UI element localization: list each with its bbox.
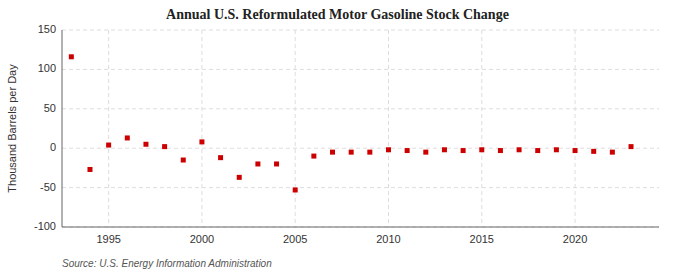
x-grid-line xyxy=(575,30,576,227)
y-tick-label: -50 xyxy=(40,181,56,193)
point xyxy=(405,148,410,153)
point xyxy=(162,144,167,149)
point xyxy=(143,142,148,147)
x-tick-label: 2010 xyxy=(376,233,400,245)
point xyxy=(218,155,223,160)
point xyxy=(293,187,298,192)
y-tick-label: 0 xyxy=(50,141,56,153)
point xyxy=(554,147,559,152)
point xyxy=(461,148,466,153)
y-grid-line xyxy=(62,187,659,188)
point xyxy=(274,161,279,166)
point xyxy=(255,161,260,166)
chart-container: -100 -50 0 50 100 150 1995 2000 2005 2010 2015 2020… xyxy=(0,0,675,275)
y-tick-label: 150 xyxy=(38,23,56,35)
grid xyxy=(62,30,659,227)
point xyxy=(106,143,111,148)
y-grid-line xyxy=(62,69,659,70)
x-tick-label: 1995 xyxy=(96,233,120,245)
y-tick-label: -100 xyxy=(34,220,56,232)
point xyxy=(125,135,130,140)
x-grid-line xyxy=(481,30,482,227)
point xyxy=(498,148,503,153)
title: Annual U.S. Reformulated Motor Gasoline … xyxy=(166,7,509,22)
x-tick-label: 2015 xyxy=(470,233,494,245)
point xyxy=(610,150,615,155)
point xyxy=(442,147,447,152)
point xyxy=(423,150,428,155)
y-axis-line xyxy=(62,30,63,227)
x-tick-label: 2020 xyxy=(563,233,587,245)
source-annotation: Source: U.S. Energy Information Administ… xyxy=(62,258,272,269)
x-grid-line xyxy=(201,30,202,227)
points xyxy=(69,54,634,192)
point xyxy=(311,154,316,159)
x-grid-line xyxy=(295,30,296,227)
point xyxy=(87,167,92,172)
y-tick-label: 50 xyxy=(44,102,56,114)
point xyxy=(517,147,522,152)
chart-svg: -100 -50 0 50 100 150 1995 2000 2005 2010 2015 2020… xyxy=(0,0,675,275)
point xyxy=(349,150,354,155)
point xyxy=(69,54,74,59)
point xyxy=(237,175,242,180)
point xyxy=(629,144,634,149)
point xyxy=(535,148,540,153)
point xyxy=(367,150,372,155)
point xyxy=(199,139,204,144)
x-grid-line xyxy=(388,30,389,227)
x-tick-label: 2000 xyxy=(190,233,214,245)
y-axis-label: Thousand Barrels per Day xyxy=(6,64,18,193)
y-grid-line xyxy=(62,148,659,149)
point xyxy=(386,147,391,152)
y-tick-label: 100 xyxy=(38,62,56,74)
y-grid-line xyxy=(62,30,659,31)
point xyxy=(181,158,186,163)
point xyxy=(330,150,335,155)
point xyxy=(479,147,484,152)
axes: -100 -50 0 50 100 150 1995 2000 2005 2010 2015 2020 xyxy=(34,23,659,245)
x-tick-label: 2005 xyxy=(283,233,307,245)
point xyxy=(573,148,578,153)
y-grid-line xyxy=(62,227,659,228)
x-grid-line xyxy=(108,30,109,227)
point xyxy=(591,149,596,154)
y-grid-line xyxy=(62,108,659,109)
x-axis-line xyxy=(62,227,659,228)
